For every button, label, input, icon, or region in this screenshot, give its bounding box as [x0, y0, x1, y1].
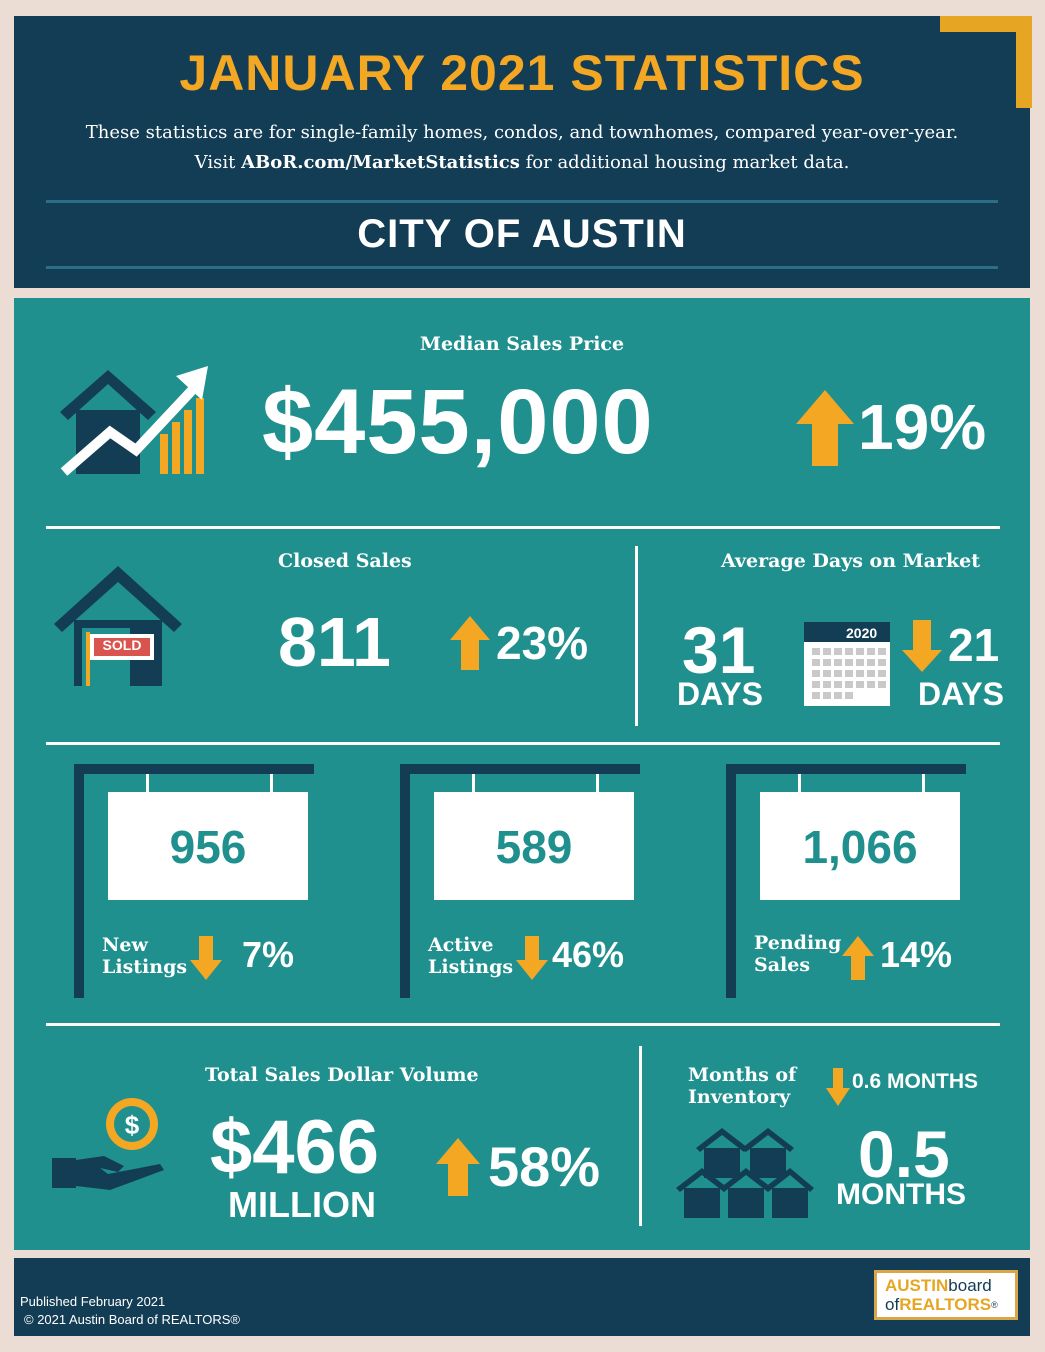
- pending-sales-label-1: Pending: [754, 932, 842, 954]
- inventory-label: Months of Inventory: [688, 1064, 796, 1108]
- active-listings-sign: [434, 792, 634, 900]
- header-divider-bottom: [46, 266, 998, 269]
- header-panel: [14, 16, 1030, 288]
- header-divider-top: [46, 200, 998, 203]
- city-title: CITY OF AUSTIN: [357, 212, 687, 256]
- inventory-change: 0.6 MONTHS: [852, 1070, 979, 1093]
- days-on-market-label: Average Days on Market: [721, 550, 981, 572]
- copyright: © 2021 Austin Board of REALTORS®: [24, 1312, 240, 1327]
- market-stats-link[interactable]: ABoR.com/MarketStatistics: [241, 152, 520, 173]
- days-value: 31: [682, 613, 756, 687]
- subtitle-line1: These statistics are for single-family h…: [85, 122, 959, 143]
- active-listings-label-1: Active: [428, 934, 494, 956]
- houses-icon: [676, 1128, 814, 1218]
- days-unit: DAYS: [677, 676, 763, 712]
- vertical-divider-1: [635, 546, 638, 726]
- sign-chain: [472, 774, 475, 794]
- footer-panel: [14, 1258, 1030, 1336]
- arrow-up-icon: [842, 936, 874, 980]
- arrow-up-icon: [796, 390, 854, 466]
- sold-house-icon: [54, 566, 182, 686]
- closed-sales-value: 811: [278, 603, 391, 681]
- pending-sales-sign: [760, 792, 960, 900]
- volume-label: Total Sales Dollar Volume: [205, 1064, 479, 1086]
- volume-change: 58%: [488, 1135, 601, 1198]
- sign-chain: [270, 774, 273, 794]
- pending-sales-change: 14%: [880, 934, 953, 975]
- active-listings-value: 589: [495, 821, 573, 873]
- stats-panel: [14, 298, 1030, 1250]
- subtitle-visit: Visit: [194, 152, 242, 173]
- median-change: 19%: [858, 391, 987, 463]
- sign-post-top: [400, 764, 640, 774]
- volume-value: $466: [210, 1105, 380, 1190]
- sign-post-top: [74, 764, 314, 774]
- logo-of: of: [885, 1295, 900, 1314]
- sign-chain: [596, 774, 599, 794]
- section-divider-2: [46, 742, 1000, 745]
- corner-accent: [1016, 16, 1032, 108]
- logo-realtors: REALTORS: [899, 1295, 992, 1314]
- svg-text:$: $: [125, 1110, 140, 1140]
- page-title: JANUARY 2021 STATISTICS: [179, 45, 865, 101]
- sign-post: [74, 764, 84, 998]
- subtitle-line2: Visit ABoR.com/MarketStatistics for addi…: [14, 148, 1030, 178]
- closed-sales-change: 23%: [496, 617, 589, 669]
- calendar-year: 2020: [846, 625, 878, 641]
- new-listings-sign: [108, 792, 308, 900]
- calendar-icon: [804, 622, 890, 706]
- new-listings-label-2: Listings: [102, 956, 188, 978]
- pending-sales-value: 1,066: [802, 821, 918, 873]
- logo-line2: ofREALTORS®: [885, 1295, 998, 1315]
- logo-austin: AUSTIN: [885, 1276, 949, 1295]
- new-listings-change: 7%: [242, 934, 295, 975]
- section-divider-3: [46, 1023, 1000, 1026]
- inventory-label-2: Inventory: [688, 1086, 791, 1108]
- logo-line1: AUSTINboard: [885, 1276, 992, 1296]
- new-listings-label: New Listings: [102, 934, 187, 978]
- inventory-value: 0.5: [858, 1117, 950, 1191]
- sold-sign-text: SOLD: [102, 637, 142, 653]
- logo-reg: ®: [991, 1300, 998, 1310]
- inventory-label-1: Months of: [688, 1064, 797, 1086]
- pending-sales-label: Pending Sales: [754, 932, 841, 976]
- logo-board: board: [948, 1276, 992, 1295]
- closed-sales-label: Closed Sales: [278, 550, 412, 572]
- inventory-unit: MONTHS: [836, 1178, 966, 1211]
- vertical-divider-2: [639, 1046, 642, 1226]
- median-label: Median Sales Price: [419, 333, 625, 355]
- days-change-unit: DAYS: [918, 676, 1004, 712]
- arrow-down-icon: [190, 936, 222, 980]
- new-listings-value: 956: [169, 821, 247, 873]
- arrow-down-icon: [826, 1068, 850, 1106]
- pending-sales-label-2: Sales: [754, 954, 811, 976]
- section-divider-1: [46, 526, 1000, 529]
- house-growth-icon: [60, 366, 208, 476]
- arrow-up-icon: [436, 1138, 480, 1196]
- sign-post-top: [726, 764, 966, 774]
- published-date: Published February 2021: [20, 1294, 166, 1309]
- new-listings-label-1: New: [102, 934, 148, 956]
- subtitle-rest: for additional housing market data.: [519, 152, 850, 173]
- sign-chain: [146, 774, 149, 794]
- active-listings-label: Active Listings: [428, 934, 513, 978]
- money-hand-icon: $: [52, 1098, 164, 1190]
- median-value: $455,000: [262, 371, 654, 473]
- subtitle: These statistics are for single-family h…: [14, 118, 1030, 178]
- arrow-up-icon: [450, 616, 490, 670]
- abor-logo[interactable]: AUSTINboard ofREALTORS®: [874, 1270, 1018, 1320]
- sign-chain: [798, 774, 801, 794]
- days-change: 21: [948, 619, 1000, 671]
- arrow-down-icon: [902, 620, 942, 672]
- corner-accent-top: [940, 16, 1032, 32]
- active-listings-label-2: Listings: [428, 956, 514, 978]
- sign-post: [400, 764, 410, 998]
- sign-chain: [922, 774, 925, 794]
- active-listings-change: 46%: [552, 934, 625, 975]
- sign-post: [726, 764, 736, 998]
- arrow-down-icon: [516, 936, 548, 980]
- volume-unit: MILLION: [228, 1184, 376, 1225]
